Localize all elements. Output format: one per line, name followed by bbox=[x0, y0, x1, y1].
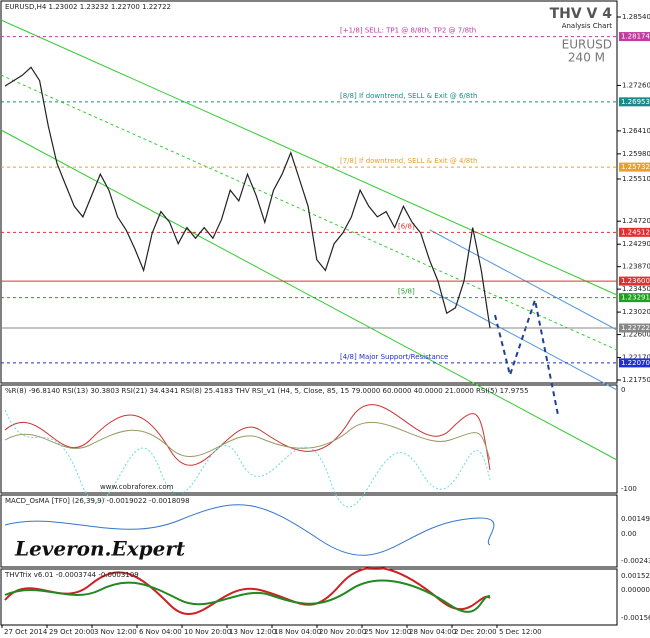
level-text: [8/8] If downtrend, SELL & Exit @ 6/8th bbox=[340, 92, 477, 100]
date-label: 27 Oct 2014 bbox=[4, 628, 48, 636]
date-label: 18 Nov 04:00 bbox=[274, 628, 321, 636]
date-label: 29 Oct 20:00 bbox=[49, 628, 95, 636]
level-tag bbox=[619, 97, 650, 107]
level-text: [7/8] If downtrend, SELL & Exit @ 4/8th bbox=[340, 157, 477, 165]
watermark: www.cobraforex.com bbox=[100, 483, 174, 491]
rsi-label: %R(8) -96.8140 RSI(13) 30.3803 RSI(21) 3… bbox=[5, 387, 529, 395]
level-price: 1.22722 bbox=[621, 324, 650, 332]
level-text: [6/8] bbox=[398, 222, 415, 230]
date-label: 5 Dec 12:00 bbox=[499, 628, 542, 636]
y-tick-label: 1.28540 bbox=[622, 13, 650, 21]
trix-bottom: -0.001561 bbox=[621, 614, 650, 622]
level-price: 1.24512 bbox=[621, 228, 650, 236]
level-price: 1.28174 bbox=[621, 33, 650, 41]
level-tag bbox=[619, 276, 650, 286]
level-tag bbox=[619, 293, 650, 303]
date-label: 20 Nov 20:00 bbox=[319, 628, 366, 636]
macd-label: MACD_OsMA [TF0] (26,39,9) -0.0019022 -0.… bbox=[5, 497, 190, 505]
date-label: 2 Dec 20:00 bbox=[454, 628, 497, 636]
y-tick-label: 1.21750 bbox=[622, 376, 650, 384]
macd-mid: 0.00 bbox=[621, 530, 637, 538]
macd-bottom: -0.002437 bbox=[621, 557, 650, 565]
level-text: [5/8] bbox=[398, 288, 415, 296]
level-text: [+1/8] SELL: TP1 @ 8/8th, TP2 @ 7/8th bbox=[340, 27, 476, 35]
pair: EURUSD bbox=[562, 38, 612, 52]
y-tick-label: 1.25510 bbox=[622, 175, 650, 183]
level-tag bbox=[619, 323, 650, 333]
y-tick-label: 1.22170 bbox=[622, 354, 650, 362]
date-label: 6 Nov 04:00 bbox=[139, 628, 182, 636]
y-tick-label: 1.23020 bbox=[622, 308, 650, 316]
y-tick-label: 1.25980 bbox=[622, 150, 650, 158]
level-price: 1.26953 bbox=[621, 98, 650, 106]
y-tick-label: 1.22600 bbox=[622, 331, 650, 339]
y-tick-label: 1.24290 bbox=[622, 240, 650, 248]
indicator-lines bbox=[4, 404, 495, 615]
date-label: 3 Nov 12:00 bbox=[94, 628, 137, 636]
date-label: 10 Nov 20:00 bbox=[184, 628, 231, 636]
price-line bbox=[4, 66, 491, 329]
brand: THV V 4 bbox=[550, 6, 613, 22]
level-price: 1.25732 bbox=[621, 163, 650, 171]
logo: Leveron.Expert bbox=[14, 537, 186, 561]
level-text: [4/8] Major Support/Resistance bbox=[340, 353, 448, 361]
level-tag bbox=[619, 162, 650, 172]
y-tick-label: 1.24720 bbox=[622, 217, 650, 225]
brand-sub: Analysis Chart bbox=[562, 22, 613, 30]
level-price: 1.23600 bbox=[621, 277, 650, 285]
y-tick-label: 1.23450 bbox=[622, 285, 650, 293]
level-price: 1.23291 bbox=[621, 294, 650, 302]
frames bbox=[0, 0, 618, 626]
date-label: 28 Nov 04:00 bbox=[409, 628, 456, 636]
trix-label: THVTrix v6.01 -0.0003744 -0.0003109 bbox=[4, 571, 139, 579]
y-tick-label: 1.23870 bbox=[622, 263, 650, 271]
symbol-line: EURUSD,H4 1.23002 1.23232 1.22700 1.2272… bbox=[5, 3, 171, 11]
rsi-bottom: -100 bbox=[621, 485, 637, 493]
level-tag bbox=[619, 358, 650, 368]
trix-top: 0.001522 bbox=[621, 572, 650, 580]
y-tick-label: 1.27260 bbox=[622, 81, 650, 89]
rsi-top: 0 bbox=[621, 386, 625, 394]
macd-top: 0.001492 bbox=[621, 515, 650, 523]
trix-mid: 0.000000 bbox=[621, 586, 650, 594]
level-tag bbox=[619, 32, 650, 42]
level-tag bbox=[619, 227, 650, 237]
date-label: 25 Nov 12:00 bbox=[364, 628, 411, 636]
y-tick-label: 1.26410 bbox=[622, 127, 650, 135]
timeframe: 240 M bbox=[568, 51, 605, 65]
date-label: 13 Nov 12:00 bbox=[229, 628, 276, 636]
level-price: 1.22070 bbox=[621, 359, 650, 367]
